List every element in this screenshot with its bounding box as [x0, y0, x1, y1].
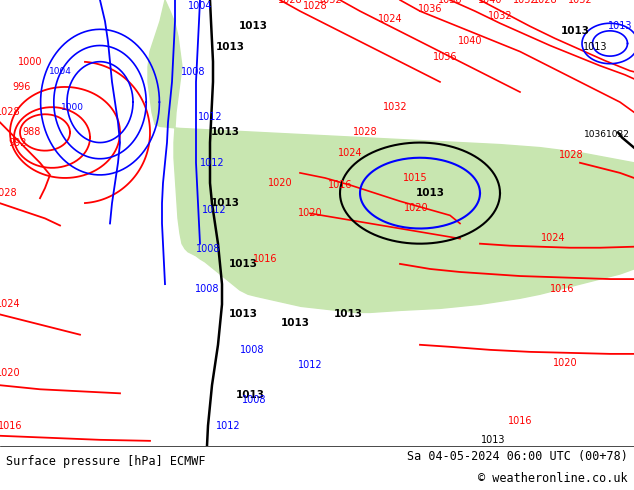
Text: 1008: 1008 [196, 244, 220, 254]
Text: 1040: 1040 [478, 0, 502, 5]
Text: 1028: 1028 [0, 107, 20, 117]
Text: 1028: 1028 [559, 150, 583, 160]
Text: 1013: 1013 [415, 188, 444, 198]
Text: 10361032: 10361032 [584, 130, 630, 139]
Text: 1008: 1008 [195, 284, 219, 294]
Text: 1013: 1013 [210, 198, 240, 208]
Polygon shape [148, 0, 634, 313]
Text: 1024: 1024 [338, 147, 362, 158]
Text: 1008: 1008 [242, 395, 266, 405]
Text: 1008: 1008 [181, 67, 205, 77]
Text: 1013: 1013 [228, 259, 257, 269]
Text: 1013: 1013 [608, 21, 632, 31]
Text: 1040: 1040 [458, 36, 482, 47]
Text: 1000: 1000 [60, 103, 84, 112]
Text: 1013: 1013 [210, 127, 240, 138]
Text: 1028: 1028 [353, 127, 377, 138]
Text: 1013: 1013 [280, 318, 309, 327]
Text: 1013: 1013 [228, 310, 257, 319]
Text: 1032: 1032 [488, 11, 512, 21]
Text: 996: 996 [13, 82, 31, 92]
Text: 1013: 1013 [481, 435, 505, 445]
Text: 1036: 1036 [418, 4, 443, 14]
Text: 1013: 1013 [238, 21, 268, 31]
Text: 1004: 1004 [188, 1, 212, 11]
Text: 1036: 1036 [437, 0, 462, 5]
Text: 1016: 1016 [328, 180, 353, 190]
Text: Sa 04-05-2024 06:00 UTC (00+78): Sa 04-05-2024 06:00 UTC (00+78) [407, 450, 628, 464]
Text: 1016: 1016 [0, 421, 22, 431]
Text: 1028: 1028 [278, 0, 302, 5]
Text: 1020: 1020 [553, 358, 578, 368]
Text: 1020: 1020 [0, 368, 20, 378]
Text: 1012: 1012 [202, 205, 226, 215]
Text: 1024: 1024 [541, 233, 566, 243]
Text: 1013: 1013 [216, 42, 245, 51]
Text: 1032: 1032 [567, 0, 592, 5]
Text: 1028: 1028 [533, 0, 557, 5]
Text: 1012: 1012 [216, 421, 240, 431]
Text: 1016: 1016 [253, 254, 277, 264]
Text: © weatheronline.co.uk: © weatheronline.co.uk [478, 472, 628, 486]
Text: 1028: 1028 [0, 188, 17, 198]
Text: 1020: 1020 [268, 178, 292, 188]
Text: 992: 992 [9, 138, 27, 147]
Text: 1016: 1016 [508, 416, 533, 426]
Text: Surface pressure [hPa] ECMWF: Surface pressure [hPa] ECMWF [6, 455, 206, 468]
Text: 1013: 1013 [583, 42, 607, 51]
Text: 1024: 1024 [0, 299, 20, 309]
Text: 1020: 1020 [404, 203, 429, 213]
Text: 1015: 1015 [403, 173, 427, 183]
Text: 1032: 1032 [383, 102, 407, 112]
Text: 1013: 1013 [560, 26, 590, 36]
Text: 1000: 1000 [18, 57, 42, 67]
Text: 1024: 1024 [378, 14, 403, 24]
Text: 1028: 1028 [302, 1, 327, 11]
Text: 1020: 1020 [298, 208, 322, 219]
Text: 1008: 1008 [240, 345, 264, 355]
Text: 1013: 1013 [235, 391, 264, 400]
Text: 1013: 1013 [333, 310, 363, 319]
Text: 1012: 1012 [298, 360, 322, 370]
Text: 1032: 1032 [318, 0, 342, 5]
Text: 1004: 1004 [49, 67, 72, 76]
Text: 1012: 1012 [200, 158, 224, 168]
Text: 1016: 1016 [550, 284, 574, 294]
Text: 1036: 1036 [433, 51, 457, 62]
Text: 1032: 1032 [513, 0, 537, 5]
Text: 988: 988 [23, 127, 41, 138]
Text: 1012: 1012 [198, 112, 223, 122]
